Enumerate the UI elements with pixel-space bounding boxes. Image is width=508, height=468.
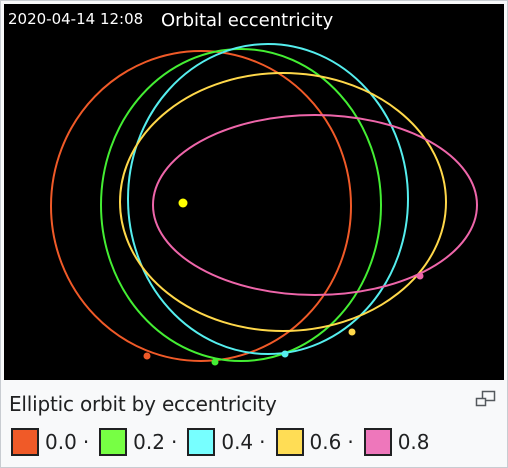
enlarge-icon bbox=[475, 390, 496, 407]
legend-label: 0.0 bbox=[45, 430, 77, 454]
planet-marker bbox=[281, 350, 289, 358]
legend-label: 0.4 bbox=[221, 430, 254, 454]
legend-item: 0.0 · bbox=[11, 428, 99, 456]
orbit-ellipse bbox=[152, 114, 478, 296]
legend-item: 0.2 · bbox=[99, 428, 187, 456]
planet-marker bbox=[416, 272, 424, 280]
orbit-ellipse bbox=[119, 72, 447, 332]
legend-swatch bbox=[363, 428, 392, 456]
legend-separator: · bbox=[347, 430, 354, 454]
legend-separator: · bbox=[170, 430, 178, 454]
legend-separator: · bbox=[82, 430, 90, 454]
legend-item: 0.8 bbox=[363, 428, 430, 456]
orbit-ellipse bbox=[50, 50, 352, 362]
orbit-layer bbox=[50, 43, 478, 366]
legend-separator: · bbox=[259, 430, 266, 454]
planet-marker bbox=[211, 358, 219, 366]
orbit-animation[interactable]: 2020-04-14 12:08 Orbital eccentricity bbox=[4, 4, 504, 380]
planet-marker bbox=[348, 328, 356, 336]
enlarge-button[interactable] bbox=[475, 390, 497, 408]
star-marker bbox=[178, 198, 188, 208]
planet-marker bbox=[143, 352, 151, 360]
timestamp-label: 2020-04-14 12:08 bbox=[8, 10, 143, 28]
legend-label: 0.2 bbox=[133, 430, 165, 454]
legend-swatch bbox=[99, 428, 128, 456]
caption-text: Elliptic orbit by eccentricity bbox=[9, 392, 277, 416]
legend-item: 0.4 · bbox=[187, 428, 275, 456]
diagram-title: Orbital eccentricity bbox=[161, 10, 334, 31]
legend-swatch bbox=[187, 428, 216, 456]
orbit-diagram: 2020-04-14 12:08 Orbital eccentricity bbox=[8, 10, 478, 366]
orbit-ellipse bbox=[100, 48, 382, 362]
legend-item: 0.6 · bbox=[275, 428, 364, 456]
orbit-ellipse bbox=[127, 43, 409, 355]
legend-swatch bbox=[11, 428, 39, 456]
eccentricity-legend: 0.0 · 0.2 · 0.4 · 0.6 · 0.8 bbox=[11, 426, 430, 458]
legend-swatch bbox=[275, 428, 304, 456]
legend-label: 0.8 bbox=[397, 430, 430, 454]
legend-label: 0.6 bbox=[309, 430, 342, 454]
